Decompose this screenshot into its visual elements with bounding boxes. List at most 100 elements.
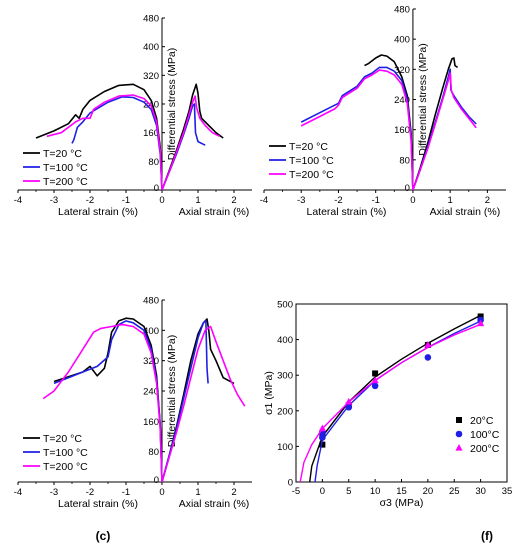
y-tick-label: 0 xyxy=(288,478,293,489)
series-line-lateral xyxy=(35,83,163,191)
x-tick-label: -4 xyxy=(14,487,22,498)
legend-entry: T=200 °C xyxy=(43,176,88,188)
x-tick-label: -3 xyxy=(50,487,58,498)
y-axis-label: Differential stress (MPa) xyxy=(166,48,178,160)
y-tick-label: 80 xyxy=(399,155,410,166)
y-tick-label: 240 xyxy=(143,387,159,398)
series-line-lateral xyxy=(42,323,163,483)
legend-entry: 100°C xyxy=(470,429,500,441)
x-tick-label: 25 xyxy=(449,486,460,497)
series-line-axial xyxy=(412,72,477,191)
x-axis-label-axial: Axial strain (%) xyxy=(179,498,250,510)
series-line-axial xyxy=(412,57,459,191)
x-tick-label: 2 xyxy=(485,195,490,206)
x-tick-label: -1 xyxy=(122,487,130,498)
x-axis-label-lateral: Lateral strain (%) xyxy=(58,206,138,218)
series-line-lateral xyxy=(300,69,414,191)
legend-entry: 200°C xyxy=(470,443,500,455)
legend-entry: 20°C xyxy=(470,415,494,427)
legend-entry: T=100 °C xyxy=(43,447,88,459)
data-point xyxy=(477,319,485,327)
x-tick-label: 1 xyxy=(195,487,200,498)
x-axis-label: σ3 (MPa) xyxy=(380,497,424,509)
y-tick-label: 0 xyxy=(154,475,159,486)
y-tick-label: 160 xyxy=(143,128,159,139)
stress-strain-panel-3: -4 -3 -2 -1 0 1 2 80 160 240 320 400 480 0 Differentia… xyxy=(14,296,252,543)
y-tick-label: 300 xyxy=(277,371,293,382)
x-tick-label: 1 xyxy=(195,195,200,206)
y-axis-label: Differential stress (MPa) xyxy=(166,335,178,447)
x-tick-label: 0 xyxy=(410,195,415,206)
x-tick-label: -4 xyxy=(260,195,268,206)
data-point xyxy=(477,313,484,320)
fit-curve xyxy=(314,320,481,483)
legend-marker xyxy=(455,444,463,451)
x-tick-label: 0 xyxy=(159,195,164,206)
data-point xyxy=(345,397,353,405)
data-point xyxy=(372,370,379,377)
y-tick-label: 80 xyxy=(148,157,159,168)
y-tick-label: 500 xyxy=(277,300,293,311)
y-tick-label: 0 xyxy=(154,183,159,194)
y-axis-label: Differential stress (MPa) xyxy=(417,43,429,155)
y-tick-label: 320 xyxy=(143,356,159,367)
data-point xyxy=(318,424,326,432)
legend-marker xyxy=(455,430,463,438)
y-tick-label: 480 xyxy=(143,296,159,307)
y-tick-label: 80 xyxy=(148,447,159,458)
data-point xyxy=(371,382,379,390)
x-tick-label: 0 xyxy=(159,487,164,498)
y-tick-label: 200 xyxy=(277,406,293,417)
legend-entry: T=100 °C xyxy=(43,162,88,174)
data-point xyxy=(345,403,353,411)
x-tick-label: 15 xyxy=(396,486,407,497)
x-tick-label: -2 xyxy=(86,487,94,498)
x-tick-label: -1 xyxy=(371,195,379,206)
y-tick-label: 480 xyxy=(394,5,410,16)
x-tick-label: 0 xyxy=(320,486,325,497)
y-tick-label: 0 xyxy=(405,183,410,194)
y-tick-label: 320 xyxy=(394,65,410,76)
y-tick-label: 400 xyxy=(143,326,159,337)
y-axis-label: σ1 (MPa) xyxy=(263,371,275,415)
series-line-axial xyxy=(161,325,246,483)
x-axis-label-lateral: Lateral strain (%) xyxy=(58,498,138,510)
y-tick-label: 240 xyxy=(394,95,410,106)
series-line-lateral xyxy=(46,94,163,191)
x-tick-label: 35 xyxy=(502,486,513,497)
y-tick-label: 160 xyxy=(143,417,159,428)
x-tick-label: 2 xyxy=(231,487,236,498)
x-tick-label: -5 xyxy=(292,486,300,497)
y-tick-label: 100 xyxy=(277,442,293,453)
x-tick-label: -4 xyxy=(14,195,22,206)
x-axis-label-axial: Axial strain (%) xyxy=(179,206,250,218)
x-tick-label: -1 xyxy=(122,195,130,206)
stress-strain-panel-1: -4 -3 -2 -1 0 1 2801602403204004800Differentia… xyxy=(14,14,252,218)
legend-entry: T=100 °C xyxy=(289,155,334,167)
y-tick-label: 400 xyxy=(394,35,410,46)
data-point xyxy=(424,340,432,348)
data-point xyxy=(319,434,326,441)
legend-entry: T=200 °C xyxy=(43,461,88,473)
y-tick-label: 480 xyxy=(143,14,159,25)
legend-entry: T=20 °C xyxy=(43,148,82,160)
x-tick-label: -2 xyxy=(86,195,94,206)
x-axis-label-axial: Axial strain (%) xyxy=(430,206,501,218)
x-tick-label: -3 xyxy=(297,195,305,206)
x-tick-label: -3 xyxy=(50,195,58,206)
x-tick-label: 1 xyxy=(448,195,453,206)
series-line-axial xyxy=(161,95,220,191)
x-tick-label: 5 xyxy=(346,486,351,497)
x-tick-label: 2 xyxy=(231,195,236,206)
legend-entry: T=200 °C xyxy=(289,169,334,181)
legend-entry: T=20 °C xyxy=(43,433,82,445)
fit-curve xyxy=(309,314,481,483)
x-tick-label: -2 xyxy=(334,195,342,206)
legend-marker xyxy=(456,417,462,423)
x-tick-label: 30 xyxy=(475,486,486,497)
y-tick-label: 400 xyxy=(277,335,293,346)
fit-curve xyxy=(299,323,481,483)
y-tick-label: 320 xyxy=(143,71,159,82)
